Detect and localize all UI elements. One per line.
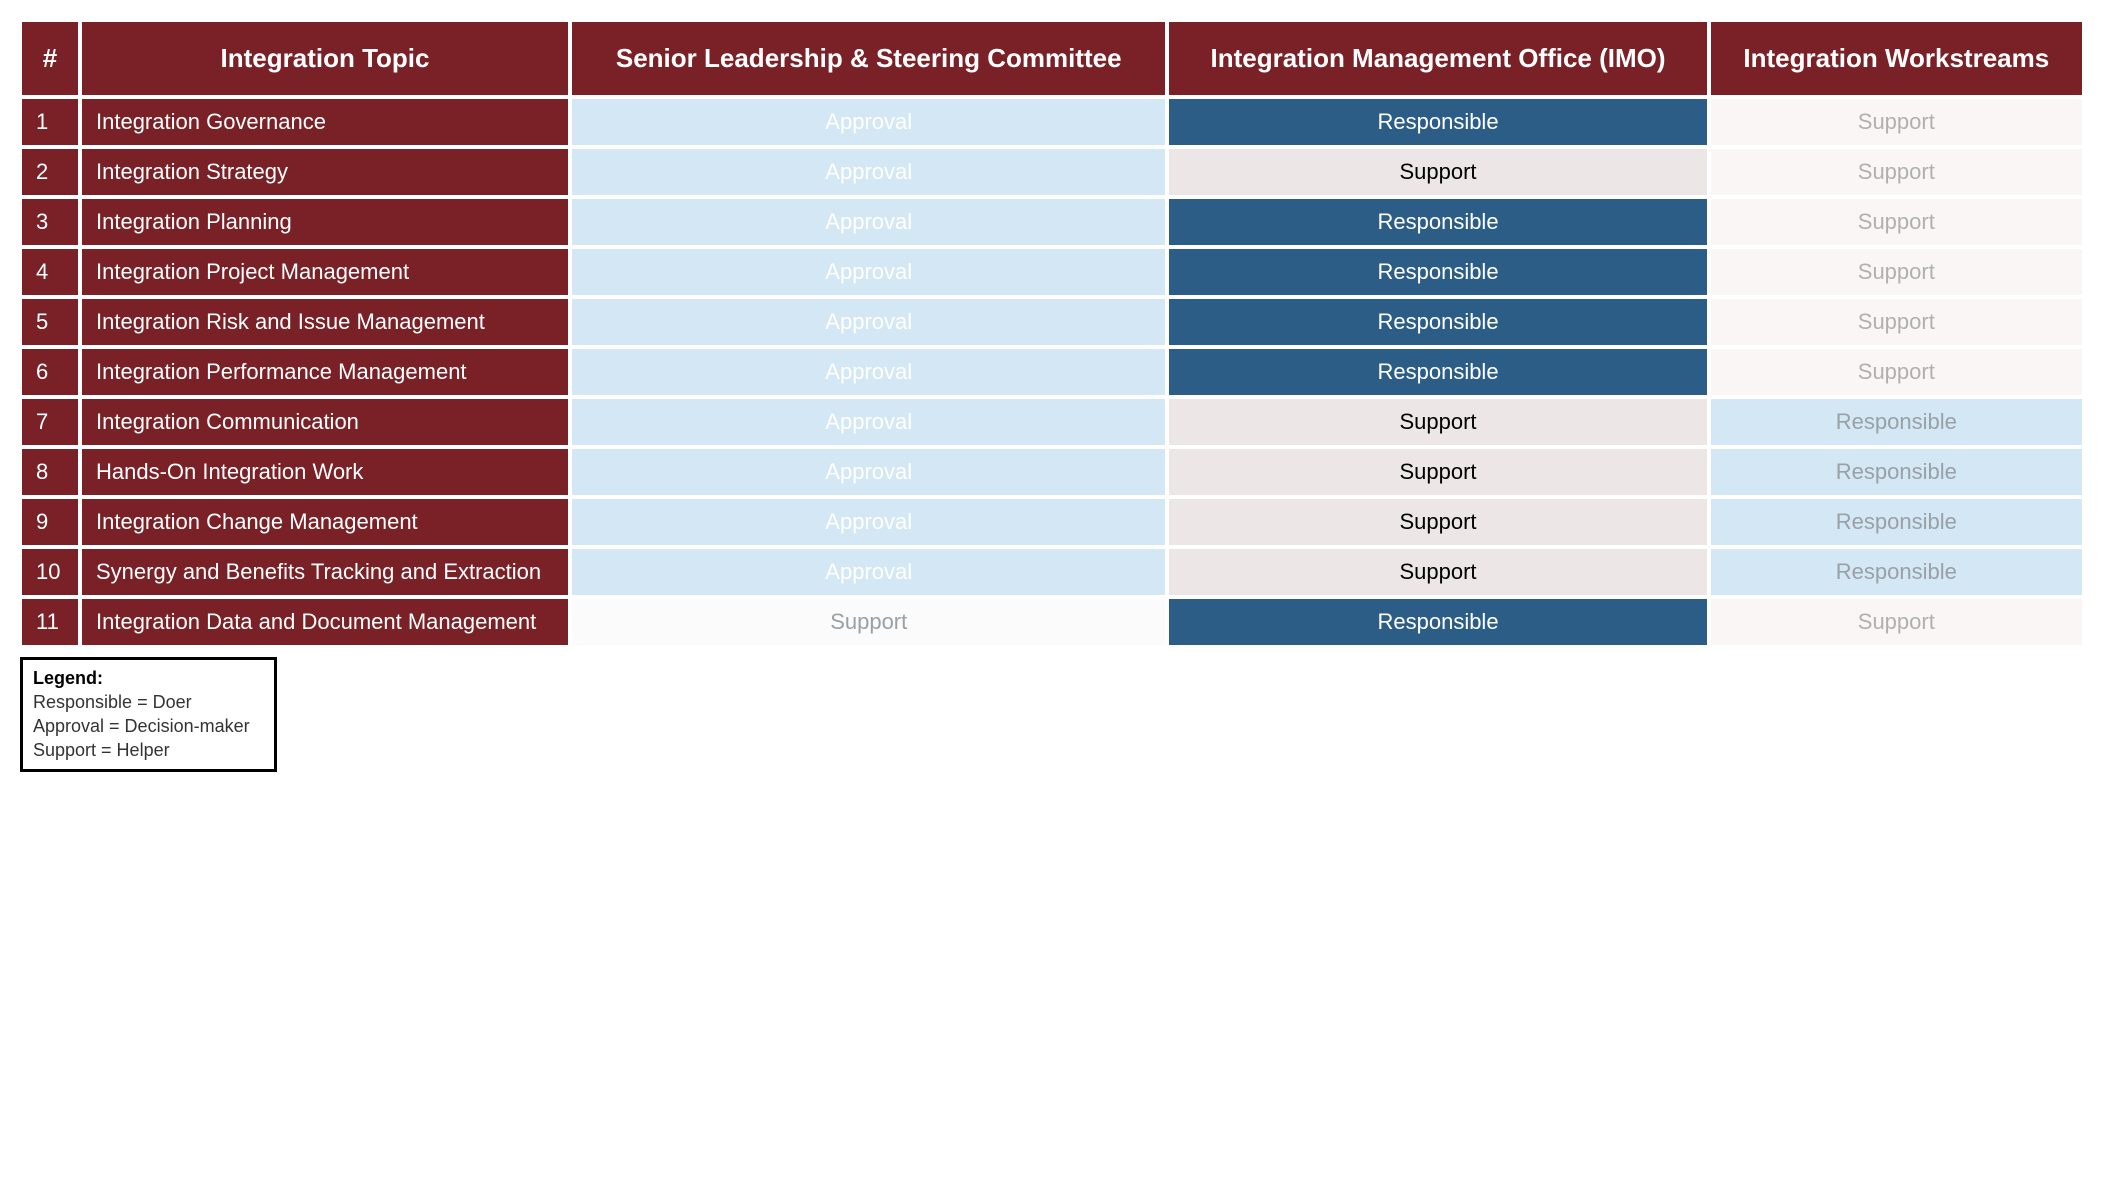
raci-table: # Integration Topic Senior Leadership & … — [20, 20, 2084, 647]
legend-title: Legend: — [33, 666, 250, 690]
table-row: 6Integration Performance ManagementAppro… — [20, 347, 2084, 397]
table-row: 3Integration PlanningApprovalResponsible… — [20, 197, 2084, 247]
table-row: 1Integration GovernanceApprovalResponsib… — [20, 97, 2084, 147]
cell-col3: Support — [1709, 347, 2084, 397]
cell-col3: Support — [1709, 147, 2084, 197]
cell-col2: Responsible — [1167, 297, 1708, 347]
cell-col1: Approval — [570, 247, 1167, 297]
header-col3: Integration Workstreams — [1709, 20, 2084, 97]
header-topic: Integration Topic — [80, 20, 570, 97]
table-row: 8Hands-On Integration WorkApprovalSuppor… — [20, 447, 2084, 497]
cell-col1: Support — [570, 597, 1167, 647]
cell-col3: Support — [1709, 597, 2084, 647]
row-topic: Integration Planning — [80, 197, 570, 247]
cell-col2: Support — [1167, 397, 1708, 447]
cell-col2: Support — [1167, 147, 1708, 197]
row-number: 7 — [20, 397, 80, 447]
row-topic: Integration Risk and Issue Management — [80, 297, 570, 347]
legend-line-support: Support = Helper — [33, 738, 250, 762]
row-number: 2 — [20, 147, 80, 197]
table-row: 7Integration CommunicationApprovalSuppor… — [20, 397, 2084, 447]
row-topic: Integration Communication — [80, 397, 570, 447]
row-number: 8 — [20, 447, 80, 497]
cell-col1: Approval — [570, 497, 1167, 547]
header-row: # Integration Topic Senior Leadership & … — [20, 20, 2084, 97]
legend-line-responsible: Responsible = Doer — [33, 690, 250, 714]
row-number: 11 — [20, 597, 80, 647]
row-number: 3 — [20, 197, 80, 247]
table-row: 4Integration Project ManagementApprovalR… — [20, 247, 2084, 297]
cell-col1: Approval — [570, 197, 1167, 247]
cell-col2: Support — [1167, 547, 1708, 597]
table-row: 11Integration Data and Document Manageme… — [20, 597, 2084, 647]
cell-col3: Support — [1709, 297, 2084, 347]
legend-line-approval: Approval = Decision-maker — [33, 714, 250, 738]
cell-col3: Support — [1709, 97, 2084, 147]
header-col2: Integration Management Office (IMO) — [1167, 20, 1708, 97]
cell-col2: Responsible — [1167, 247, 1708, 297]
row-topic: Integration Change Management — [80, 497, 570, 547]
cell-col1: Approval — [570, 297, 1167, 347]
cell-col2: Responsible — [1167, 347, 1708, 397]
table-row: 10Synergy and Benefits Tracking and Extr… — [20, 547, 2084, 597]
row-topic: Hands-On Integration Work — [80, 447, 570, 497]
row-topic: Synergy and Benefits Tracking and Extrac… — [80, 547, 570, 597]
cell-col3: Support — [1709, 247, 2084, 297]
table-body: 1Integration GovernanceApprovalResponsib… — [20, 97, 2084, 647]
cell-col1: Approval — [570, 147, 1167, 197]
cell-col3: Responsible — [1709, 497, 2084, 547]
table-row: 5Integration Risk and Issue ManagementAp… — [20, 297, 2084, 347]
cell-col1: Approval — [570, 547, 1167, 597]
cell-col1: Approval — [570, 447, 1167, 497]
cell-col2: Responsible — [1167, 97, 1708, 147]
legend-box: Legend: Responsible = Doer Approval = De… — [20, 657, 277, 772]
header-col1: Senior Leadership & Steering Committee — [570, 20, 1167, 97]
row-number: 1 — [20, 97, 80, 147]
cell-col1: Approval — [570, 347, 1167, 397]
row-number: 5 — [20, 297, 80, 347]
header-num: # — [20, 20, 80, 97]
cell-col2: Responsible — [1167, 597, 1708, 647]
row-number: 10 — [20, 547, 80, 597]
cell-col3: Responsible — [1709, 547, 2084, 597]
cell-col2: Support — [1167, 447, 1708, 497]
cell-col2: Responsible — [1167, 197, 1708, 247]
cell-col3: Responsible — [1709, 397, 2084, 447]
row-topic: Integration Project Management — [80, 247, 570, 297]
cell-col3: Responsible — [1709, 447, 2084, 497]
row-topic: Integration Data and Document Management — [80, 597, 570, 647]
cell-col1: Approval — [570, 397, 1167, 447]
row-number: 4 — [20, 247, 80, 297]
cell-col3: Support — [1709, 197, 2084, 247]
row-topic: Integration Governance — [80, 97, 570, 147]
row-number: 6 — [20, 347, 80, 397]
row-topic: Integration Strategy — [80, 147, 570, 197]
row-number: 9 — [20, 497, 80, 547]
cell-col2: Support — [1167, 497, 1708, 547]
row-topic: Integration Performance Management — [80, 347, 570, 397]
table-row: 2Integration StrategyApprovalSupportSupp… — [20, 147, 2084, 197]
table-row: 9Integration Change ManagementApprovalSu… — [20, 497, 2084, 547]
cell-col1: Approval — [570, 97, 1167, 147]
